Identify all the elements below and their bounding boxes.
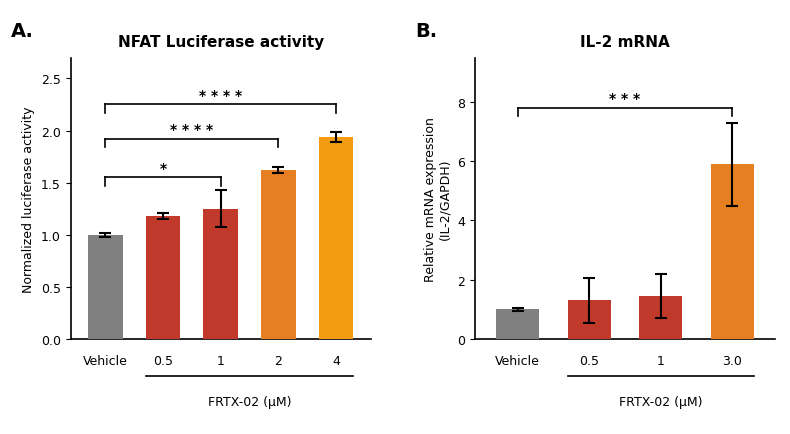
Text: B.: B. (415, 22, 437, 41)
Y-axis label: Relative mRNA expression
(IL-2/GAPDH): Relative mRNA expression (IL-2/GAPDH) (423, 117, 452, 281)
Bar (639, 296, 682, 339)
Text: Vehicle: Vehicle (495, 355, 540, 368)
Bar (568, 301, 611, 339)
Text: 0.5: 0.5 (579, 355, 600, 368)
Bar (203, 209, 238, 339)
Text: * * * *: * * * * (171, 123, 213, 137)
Text: Vehicle: Vehicle (83, 355, 128, 368)
Text: 3.0: 3.0 (722, 355, 742, 368)
Title: IL-2 mRNA: IL-2 mRNA (580, 35, 670, 50)
Title: NFAT Luciferase activity: NFAT Luciferase activity (118, 35, 324, 50)
Text: FRTX-02 (μM): FRTX-02 (μM) (619, 395, 702, 408)
Bar (145, 217, 180, 339)
Text: * * *: * * * (609, 92, 641, 106)
Bar (319, 138, 353, 339)
Text: * * * *: * * * * (199, 89, 243, 102)
Text: A.: A. (10, 22, 33, 41)
Text: 1: 1 (656, 355, 664, 368)
Text: 1: 1 (216, 355, 224, 368)
Text: FRTX-02 (μM): FRTX-02 (μM) (208, 395, 292, 408)
Bar (496, 310, 540, 339)
Y-axis label: Normalized luciferase activity: Normalized luciferase activity (22, 106, 36, 292)
Text: 2: 2 (274, 355, 282, 368)
Bar (88, 235, 122, 339)
Text: 4: 4 (332, 355, 340, 368)
Text: 0.5: 0.5 (153, 355, 173, 368)
Bar (261, 171, 295, 339)
Bar (711, 165, 754, 339)
Text: *: * (160, 161, 167, 175)
